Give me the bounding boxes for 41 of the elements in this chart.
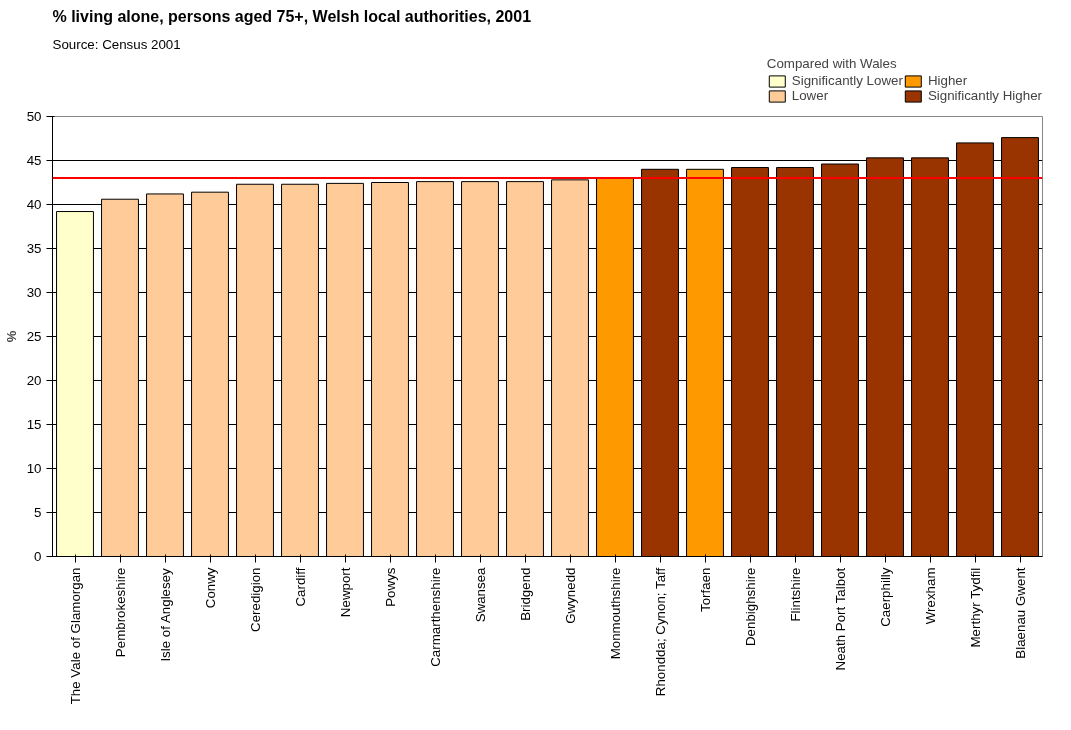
x-tick-label: Isle of Anglesey <box>157 567 173 662</box>
y-tick-label: 5 <box>34 505 42 520</box>
y-tick-label: 35 <box>26 241 42 256</box>
x-tick-label: Blaenau Gwent <box>1012 567 1028 659</box>
legend-label: Higher <box>927 73 968 88</box>
x-tick-label: Wrexham <box>922 567 938 625</box>
y-tick-label: 40 <box>26 197 42 212</box>
legend-title: Compared with Wales <box>766 56 898 71</box>
source-note: Source: Census 2001 <box>52 36 181 52</box>
x-tick-label: Monmouthshire <box>607 567 623 660</box>
x-tick-label: Torfaen <box>697 567 713 612</box>
legend-label: Significantly Lower <box>791 73 903 88</box>
chart-title: % living alone, persons aged 75+, Welsh local authorities, 2001 <box>52 7 532 25</box>
y-tick-label: 15 <box>26 417 42 432</box>
x-tick-label: Conwy <box>202 567 218 609</box>
x-tick-label: Bridgend <box>517 567 533 621</box>
y-tick-label: 30 <box>26 285 42 300</box>
x-tick-label: Ceredigion <box>247 567 263 632</box>
x-tick-label: Flintshire <box>787 567 803 622</box>
y-tick-label: 50 <box>26 109 42 124</box>
x-tick-label: Carmarthenshire <box>427 567 443 667</box>
x-tick-label: Rhondda; Cynon; Taff <box>652 567 668 697</box>
x-tick-label: Caerphilly <box>877 567 893 627</box>
x-tick-label: Newport <box>337 567 353 618</box>
y-tick-label: 20 <box>26 373 42 388</box>
x-tick-label: Merthyr Tydfil <box>967 567 983 648</box>
x-tick-label: Pembrokeshire <box>112 567 128 658</box>
x-tick-label: Gwynedd <box>562 567 578 624</box>
y-tick-label: 10 <box>26 461 42 476</box>
legend-label: Lower <box>791 88 829 103</box>
y-axis-title: % <box>3 330 19 343</box>
x-tick-label: Powys <box>382 567 398 607</box>
x-tick-label: Swansea <box>472 566 488 623</box>
y-tick-label: 25 <box>26 329 42 344</box>
x-tick-label: Denbighshire <box>742 567 758 647</box>
y-tick-label: 45 <box>26 153 42 168</box>
y-tick-label: 0 <box>34 549 42 564</box>
x-tick-label: The Vale of Glamorgan <box>67 567 83 705</box>
legend-label: Significantly Higher <box>927 88 1042 103</box>
x-tick-label: Neath Port Talbot <box>832 567 848 671</box>
x-tick-label: Cardiff <box>292 567 308 607</box>
